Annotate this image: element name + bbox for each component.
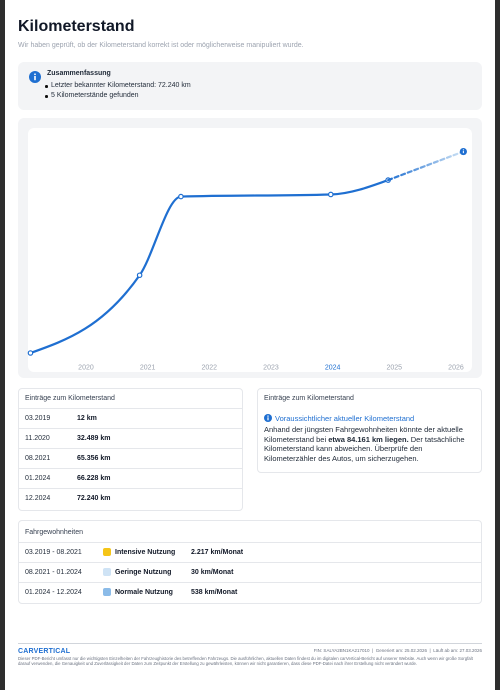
subtitle: Wir haben geprüft, ob der Kilometerstand… [18,42,304,49]
habit-label: Intensive Nutzung [115,549,176,556]
summary-title: Zusammenfassung [47,70,111,77]
entry-date: 03.2019 [25,415,51,422]
x-tick-label: 2020 [78,364,94,371]
summary-item: Letzter bekannter Kilometerstand: 72.240… [45,82,191,89]
disclaimer: Dieser PDF-Bericht umfasst nur die wicht… [18,656,473,667]
entry-row: 12.2024 72.240 km [19,488,242,509]
text: Anhand der jüngsten Fahrgewohnheiten kön… [264,425,463,444]
vin: FIN: SALYA2BN1KA217010 [313,648,370,653]
x-tick-label: 2024 [325,364,341,371]
logo: CARVERTICAL [18,648,71,655]
chart-card [28,128,472,372]
entry-date: 08.2021 [25,455,51,462]
habit-swatch [103,588,111,596]
entries-box: Einträge zum Kilometerstand 03.2019 12 km… [18,388,243,511]
forecast-box: Einträge zum Kilometerstand Voraussichtl… [257,388,482,473]
x-tick-label: 2023 [263,364,279,371]
x-tick-label: 2025 [387,364,403,371]
expires: Läuft ab am: 27.03.2026 [433,648,482,653]
entry-date: 11.2020 [25,435,50,442]
page-border [0,0,5,690]
forecast-title: Einträge zum Kilometerstand [264,395,354,402]
habit-period: 08.2021 - 01.2024 [25,569,82,576]
habit-row: 08.2021 - 01.2024 Geringe Nutzung 30 km/Mo… [19,562,481,583]
entry-row: 01.2024 66.228 km [19,468,242,489]
entry-value: 32.489 km [77,435,111,442]
page-border [495,0,500,690]
data-point [136,272,143,279]
text: Der tatsächliche Kilometerstand kann abw… [264,434,465,463]
entry-date: 01.2024 [25,475,51,482]
habit-period: 01.2024 - 12.2024 [25,589,82,596]
text-bold: etwa 84.161 km liegen. [328,434,409,444]
summary-list: Letzter bekannter Kilometerstand: 72.240… [45,82,191,102]
info-glyph [462,149,464,151]
x-tick-label: 2022 [202,364,218,371]
info-glyph [462,150,464,154]
habit-row: 01.2024 - 12.2024 Normale Nutzung 538 km/M… [19,582,481,603]
forecast-link[interactable]: Voraussichtlicher aktueller Kilometersta… [275,414,415,423]
bullet-dot [45,85,48,88]
habit-row: 03.2019 - 08.2021 Intensive Nutzung 2.217 … [19,542,481,563]
habit-label: Geringe Nutzung [115,569,172,576]
data-point [27,350,34,356]
footer-meta: FIN: SALYA2BN1KA217010 | Generiert am: 2… [313,648,482,653]
entry-row: 03.2019 12 km [19,408,242,429]
habits-box: Fahrgewohnheiten 03.2019 - 08.2021 Intens… [18,520,482,604]
habit-rate: 30 km/Monat [191,569,234,576]
bullet-dot [45,95,48,98]
habit-period: 03.2019 - 08.2021 [25,549,82,556]
habit-label: Normale Nutzung [115,589,173,596]
x-tick-label: 2026 [448,364,464,371]
entry-row: 08.2021 65.356 km [19,448,242,469]
entry-value: 65.356 km [77,455,111,462]
generated: Generiert am: 25.02.2026 [375,648,428,653]
entries-title: Einträge zum Kilometerstand [25,395,115,402]
habit-rate: 538 km/Monat [191,589,238,596]
footer-rule [18,643,482,644]
data-point [178,193,184,200]
entry-value: 72.240 km [77,495,111,502]
summary-item: 5 Kilometerstände gefunden [45,92,191,99]
info-icon [29,71,41,83]
x-tick-label: 2021 [140,364,156,371]
title: Kilometerstand [18,18,135,35]
entry-value: 12 km [77,415,97,422]
habit-rate: 2.217 km/Monat [191,549,244,556]
summary-text: Letzter bekannter Kilometerstand: 72.240… [51,82,191,89]
chart-box: 2020 2021 2022 2023 2024 2025 2026 [18,118,482,378]
chart: 2020 2021 2022 2023 2024 2025 2026 [27,128,472,372]
entry-row: 11.2020 32.489 km [19,428,242,449]
data-point [327,191,334,198]
habit-swatch [103,568,111,576]
forecast-text: Anhand der jüngsten Fahrgewohnheiten kön… [264,425,476,463]
summary-box: Zusammenfassung Letzter bekannter Kilome… [18,62,482,110]
forecast-line [387,150,465,182]
info-icon [264,414,272,422]
summary-text: 5 Kilometerstände gefunden [51,92,139,99]
habits-title: Fahrgewohnheiten [25,529,83,536]
entry-date: 12.2024 [25,495,51,502]
entry-value: 66.228 km [77,475,111,482]
habit-swatch [103,548,111,556]
